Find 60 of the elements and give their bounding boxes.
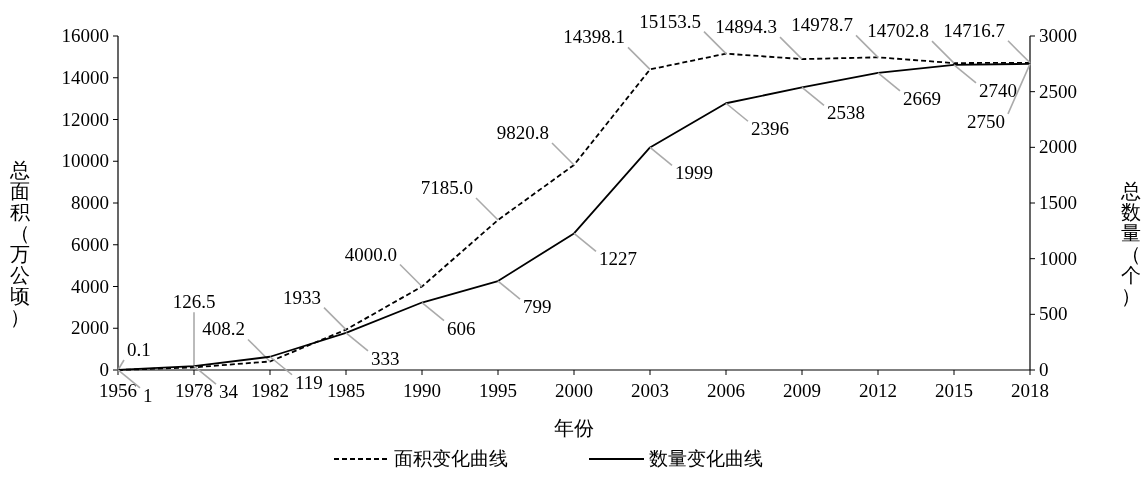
y-tick-label: 10000: [61, 150, 109, 172]
y-axis-title: 总面积（万公顷）: [9, 158, 30, 328]
data-label: 4000.0: [344, 243, 397, 265]
y2-tick-label: 2000: [1039, 136, 1077, 158]
data-label: 2396: [751, 118, 789, 140]
data-label: 34: [219, 381, 239, 403]
data-label: 14978.7: [791, 14, 853, 36]
x-tick-label: 1990: [403, 380, 441, 401]
x-tick-label: 1956: [99, 380, 137, 401]
y2-tick-label: 1500: [1039, 192, 1077, 213]
x-tick-label: 1978: [175, 380, 213, 401]
x-tick-label: 1985: [327, 380, 365, 401]
y2-tick-label: 0: [1039, 359, 1049, 380]
data-label: 1227: [599, 248, 637, 270]
y-tick-label: 4000: [71, 275, 109, 297]
legend-label: 数量变化曲线: [649, 448, 763, 469]
data-label: 2538: [827, 102, 865, 124]
x-tick-label: 2003: [631, 380, 669, 401]
data-label: 14398.1: [563, 26, 625, 48]
data-label: 14702.8: [867, 20, 929, 42]
data-label: 2669: [903, 87, 941, 109]
data-label: 14894.3: [715, 16, 777, 38]
data-label: 2750: [967, 110, 1005, 132]
y-tick-label: 0: [99, 359, 109, 380]
legend-label: 面积变化曲线: [394, 448, 508, 469]
y-tick-label: 6000: [71, 233, 109, 255]
y2-tick-label: 2500: [1039, 80, 1077, 102]
y2-tick-label: 500: [1039, 303, 1068, 325]
data-label: 0.1: [127, 339, 151, 360]
data-label: 799: [523, 296, 552, 318]
x-tick-label: 1995: [479, 380, 517, 401]
y-tick-label: 12000: [61, 108, 109, 130]
data-label: 1999: [675, 162, 713, 184]
data-label: 1: [143, 384, 153, 406]
x-tick-label: 2015: [935, 380, 973, 401]
x-tick-label: 2006: [707, 380, 745, 401]
y2-axis-title: 总数量（个）: [1120, 179, 1141, 307]
y2-tick-label: 1000: [1039, 247, 1077, 269]
y-tick-label: 16000: [61, 25, 109, 46]
data-label: 606: [447, 317, 476, 339]
data-label: 1933: [283, 286, 321, 308]
data-label: 408.2: [202, 318, 245, 340]
x-tick-label: 2009: [783, 380, 821, 401]
data-label: 126.5: [172, 291, 216, 313]
data-label: 14716.7: [943, 19, 1005, 41]
data-label: 9820.8: [496, 121, 549, 143]
y-tick-label: 2000: [71, 317, 109, 339]
data-label: 7185.0: [420, 177, 473, 199]
data-label: 119: [295, 371, 323, 393]
y-tick-label: 14000: [61, 66, 109, 88]
x-tick-label: 1982: [251, 380, 289, 401]
x-tick-label: 2000: [555, 380, 593, 401]
data-label: 15153.5: [639, 10, 701, 32]
y-tick-label: 8000: [71, 192, 109, 213]
x-tick-label: 2012: [859, 380, 897, 401]
x-tick-label: 2018: [1011, 380, 1049, 401]
data-label: 333: [371, 347, 400, 369]
y2-tick-label: 3000: [1039, 25, 1077, 46]
x-axis-title: 年份: [554, 417, 594, 439]
data-label: 2740: [979, 79, 1017, 101]
